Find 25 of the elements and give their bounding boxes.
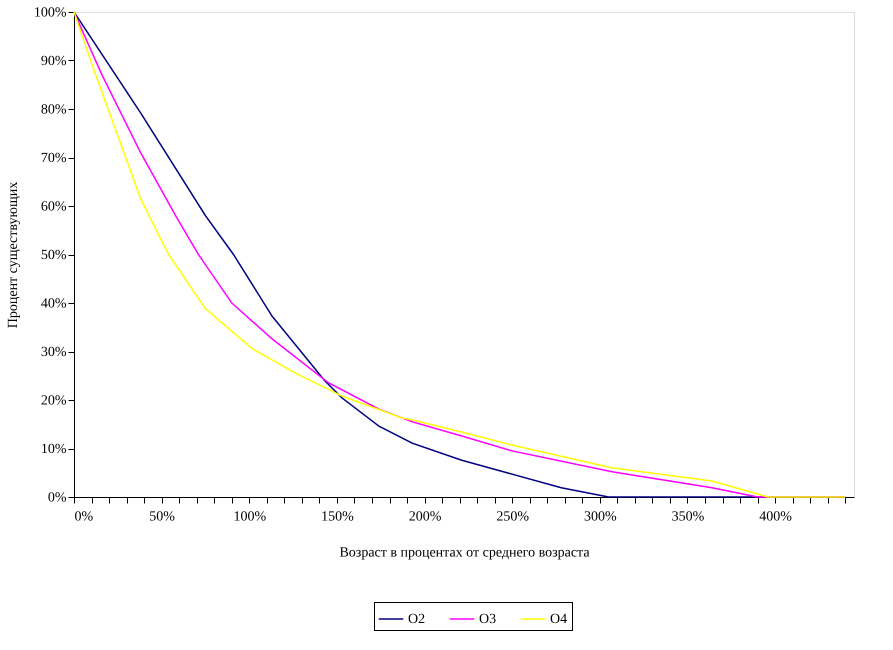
y-tick-label: 60% [40,200,67,214]
y-tick-label: 80% [40,102,67,118]
x-tick-label: 250% [496,510,530,524]
legend-label: O2 [408,612,426,627]
y-tick-label: 100% [34,6,67,20]
y-tick-label: 20% [40,394,67,408]
x-tick-label: 100% [233,510,266,524]
y-tick-label: 30% [40,345,67,360]
x-axis-title: Возраст в процентах от среднего возраста [339,546,590,560]
y-tick-label: 10% [40,442,67,457]
legend-label: O3 [479,612,496,627]
y-tick-label: 0% [48,490,67,506]
x-tick-label: 400% [759,510,792,524]
x-tick-label: 350% [672,510,705,524]
x-tick-label: 150% [321,510,354,524]
x-tick-label: 300% [584,510,618,524]
y-tick-label: 70% [40,151,67,166]
x-tick-label: 50% [149,510,176,524]
x-tick-label: 0% [74,510,94,524]
y-axis-title: Процент существующих [6,182,21,328]
y-tick-label: 50% [40,248,67,263]
y-tick-label: 40% [40,296,67,312]
x-tick-label: 200% [408,510,442,524]
legend-label: O4 [550,612,568,627]
y-tick-label: 90% [40,54,67,69]
